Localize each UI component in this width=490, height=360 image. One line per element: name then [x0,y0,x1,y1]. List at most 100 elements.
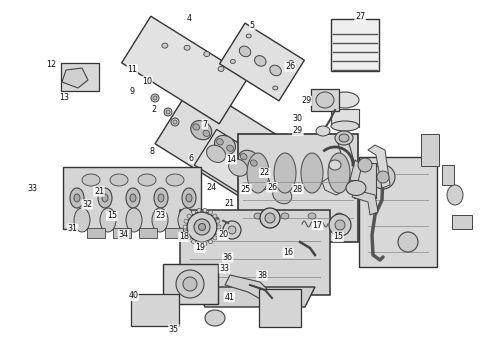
Ellipse shape [102,194,108,202]
Ellipse shape [255,56,266,66]
Ellipse shape [154,188,168,208]
Ellipse shape [173,120,177,124]
Polygon shape [368,145,390,188]
Text: 7: 7 [202,120,207,129]
Ellipse shape [209,240,213,244]
Ellipse shape [328,153,350,193]
Text: 5: 5 [250,21,255,30]
Text: 15: 15 [333,233,343,241]
Polygon shape [163,264,218,304]
Text: 10: 10 [142,77,152,85]
Ellipse shape [265,213,275,223]
Ellipse shape [126,188,140,208]
Ellipse shape [164,108,172,116]
Ellipse shape [331,121,359,131]
Polygon shape [421,134,439,166]
Ellipse shape [270,65,281,76]
Polygon shape [155,83,295,207]
Text: 18: 18 [179,233,189,241]
Polygon shape [225,275,270,300]
Ellipse shape [215,135,236,154]
Ellipse shape [273,186,292,204]
Ellipse shape [316,126,330,136]
Ellipse shape [339,134,349,142]
Polygon shape [113,228,131,238]
Ellipse shape [187,214,191,218]
Text: 14: 14 [226,154,236,163]
Text: 23: 23 [156,211,166,220]
Polygon shape [331,109,359,127]
Ellipse shape [217,139,223,145]
Polygon shape [238,134,358,242]
Text: 30: 30 [293,113,303,122]
Ellipse shape [223,221,241,239]
Polygon shape [195,129,306,221]
Polygon shape [61,63,99,91]
Text: 9: 9 [130,87,135,96]
Ellipse shape [371,165,395,189]
Ellipse shape [187,212,217,242]
Text: 24: 24 [207,184,217,192]
Ellipse shape [191,121,212,140]
Ellipse shape [171,118,179,126]
Ellipse shape [184,231,188,235]
Polygon shape [442,165,454,185]
Ellipse shape [98,188,112,208]
Polygon shape [62,68,88,88]
Ellipse shape [377,171,389,183]
Ellipse shape [251,173,270,190]
Ellipse shape [273,86,278,90]
Text: 35: 35 [169,325,179,334]
Text: 19: 19 [195,243,205,252]
Ellipse shape [209,210,213,214]
Ellipse shape [213,214,217,218]
Ellipse shape [203,130,210,136]
Ellipse shape [198,224,205,230]
Ellipse shape [227,145,233,151]
Ellipse shape [239,46,251,57]
Ellipse shape [230,59,235,63]
Ellipse shape [358,158,372,172]
Ellipse shape [194,219,210,235]
Ellipse shape [130,194,136,202]
Text: 31: 31 [68,224,77,233]
Polygon shape [331,19,379,71]
Polygon shape [354,162,376,198]
Ellipse shape [301,153,323,193]
Ellipse shape [74,194,80,202]
Ellipse shape [178,208,194,232]
Ellipse shape [82,174,100,186]
Ellipse shape [335,213,343,219]
Ellipse shape [308,213,316,219]
Ellipse shape [329,160,341,170]
Text: 38: 38 [257,271,267,280]
Ellipse shape [216,219,220,223]
Ellipse shape [166,174,184,186]
Ellipse shape [183,225,187,229]
Polygon shape [122,16,248,124]
Polygon shape [139,228,157,238]
Polygon shape [220,23,304,101]
Ellipse shape [70,188,84,208]
Ellipse shape [289,60,294,64]
Text: 21: 21 [224,199,234,208]
Ellipse shape [74,208,90,232]
Ellipse shape [447,185,463,205]
Text: 6: 6 [189,154,194,163]
Ellipse shape [197,208,201,212]
Text: 8: 8 [149,147,154,156]
Text: 25: 25 [241,184,251,194]
Text: 2: 2 [152,105,157,114]
Ellipse shape [184,219,188,223]
Text: 27: 27 [355,12,365,21]
Text: 33: 33 [28,184,38,193]
Text: 17: 17 [313,220,322,230]
Text: 15: 15 [107,211,117,220]
Ellipse shape [110,174,128,186]
Text: 13: 13 [59,94,69,102]
Ellipse shape [151,94,159,102]
Ellipse shape [254,213,262,219]
Ellipse shape [184,45,190,50]
Polygon shape [352,190,378,215]
Text: 26: 26 [285,62,295,71]
